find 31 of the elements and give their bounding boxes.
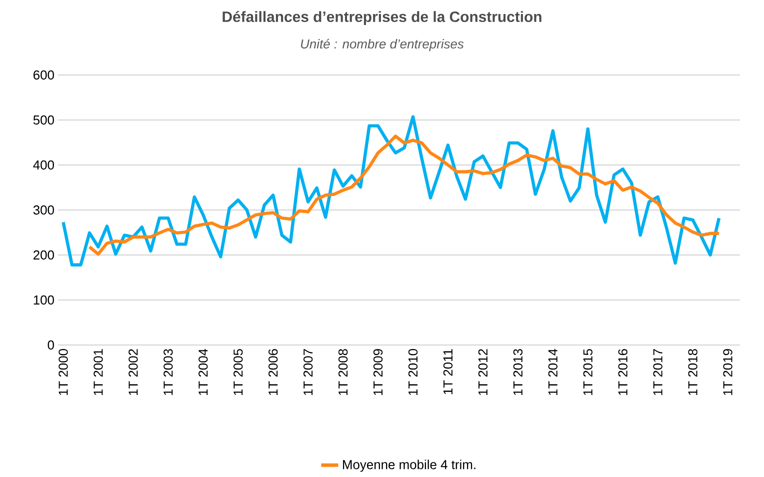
x-tick-label: 1T 2017: [653, 349, 662, 396]
y-tick-label: 200: [34, 250, 54, 260]
chart-title: Défaillances d’entreprises de la Construction: [222, 10, 542, 26]
x-tick-label: 1T 2009: [373, 349, 383, 396]
legend-label: Moyenne mobile 4 trim.: [343, 460, 476, 472]
x-tick-label: 1T 2002: [128, 349, 138, 396]
x-tick-label: 1T 2008: [338, 349, 348, 396]
x-tick-label: 1T 2004: [198, 348, 208, 396]
x-tick-label: 1T 2006: [268, 349, 278, 396]
x-tick-label: 1T 2007: [303, 349, 313, 396]
x-tick-label: 1T 2019: [723, 349, 732, 396]
x-tick-label: 1T 2013: [513, 349, 522, 396]
y-tick-label: 600: [34, 70, 54, 80]
x-tick-label: 1T 2001: [94, 349, 103, 396]
x-tick-label: 1T 2011: [443, 349, 453, 394]
x-tick-label: 1T 2018: [688, 349, 698, 396]
x-tick-label: 1T 2003: [164, 349, 173, 396]
x-tick-label: 1T 2000: [58, 349, 68, 396]
y-tick-label: 400: [33, 160, 54, 170]
x-tick-label: 1T 2012: [478, 349, 488, 396]
x-tick-label: 1T 2016: [618, 349, 628, 396]
y-tick-label: 300: [33, 205, 54, 215]
y-tick-label: 0: [48, 340, 54, 350]
y-tick-label: 100: [34, 295, 54, 305]
x-tick-label: 1T 2015: [583, 349, 592, 396]
x-tick-label: 1T 2010: [408, 349, 418, 396]
line-series: [62, 115, 721, 266]
y-tick-label: 500: [33, 115, 54, 125]
x-tick-label: 1T 2014: [548, 348, 558, 396]
chart-subtitle: Unité : nombre d’entreprises: [301, 38, 464, 52]
x-tick-label: 1T 2005: [234, 349, 243, 396]
